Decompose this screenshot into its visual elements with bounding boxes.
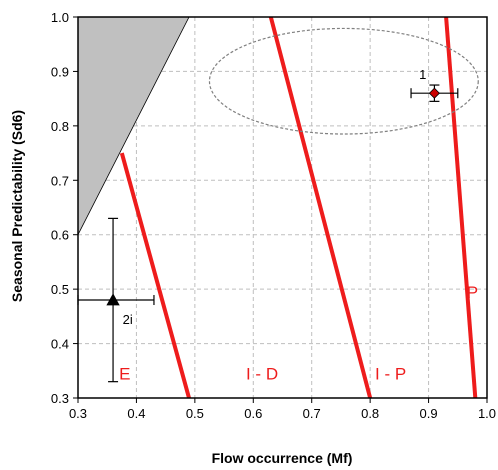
boundary-line: [119, 152, 191, 399]
ellipse-layer: [208, 27, 479, 135]
data-point-diamond: [428, 87, 440, 99]
boundary-line: [268, 16, 373, 399]
point-label: 1: [419, 67, 426, 82]
y-tick-label: 0.6: [51, 228, 69, 243]
x-tick-label: 0.8: [361, 406, 379, 421]
x-tick-label: 0.9: [420, 406, 438, 421]
y-tick-label: 0.3: [51, 391, 69, 406]
point-label: 2i: [123, 312, 133, 327]
x-tick-label: 0.5: [186, 406, 204, 421]
zone-label: P: [467, 283, 478, 302]
y-tick-label: 0.9: [51, 64, 69, 79]
y-tick-label: 0.7: [51, 173, 69, 188]
boundary-line: [444, 16, 478, 399]
points-layer: 1 2i: [77, 67, 459, 383]
zone-label: E: [119, 365, 130, 384]
x-tick-label: 0.4: [127, 406, 145, 421]
x-tick-label: 0.3: [69, 406, 87, 421]
y-tick-label: 0.4: [51, 337, 69, 352]
cluster-ellipse: [208, 27, 479, 135]
zone-labels-layer: E I - D I - P P: [119, 283, 478, 384]
zone-label: I - D: [246, 365, 278, 384]
x-tick-label: 0.7: [303, 406, 321, 421]
y-axis-title: Seasonal Predictability (Sd6): [9, 110, 25, 302]
y-tick-label: 0.8: [51, 119, 69, 134]
ticks-layer: 0.3 0.4 0.5 0.6 0.7 0.8 0.9 1.0 0.3 0.4 0.5 0.6 0.7 0…: [51, 10, 496, 421]
data-point-triangle: [106, 293, 120, 306]
grid: [78, 17, 487, 398]
plot-frame: [77, 16, 488, 399]
x-tick-label: 1.0: [478, 406, 496, 421]
x-axis-title: Flow occurrence (Mf): [212, 450, 353, 466]
boundary-lines-layer: [119, 16, 478, 399]
y-tick-label: 0.5: [51, 282, 69, 297]
x-tick-label: 0.6: [244, 406, 262, 421]
zone-label: I - P: [375, 365, 406, 384]
y-tick-label: 1.0: [51, 10, 69, 25]
